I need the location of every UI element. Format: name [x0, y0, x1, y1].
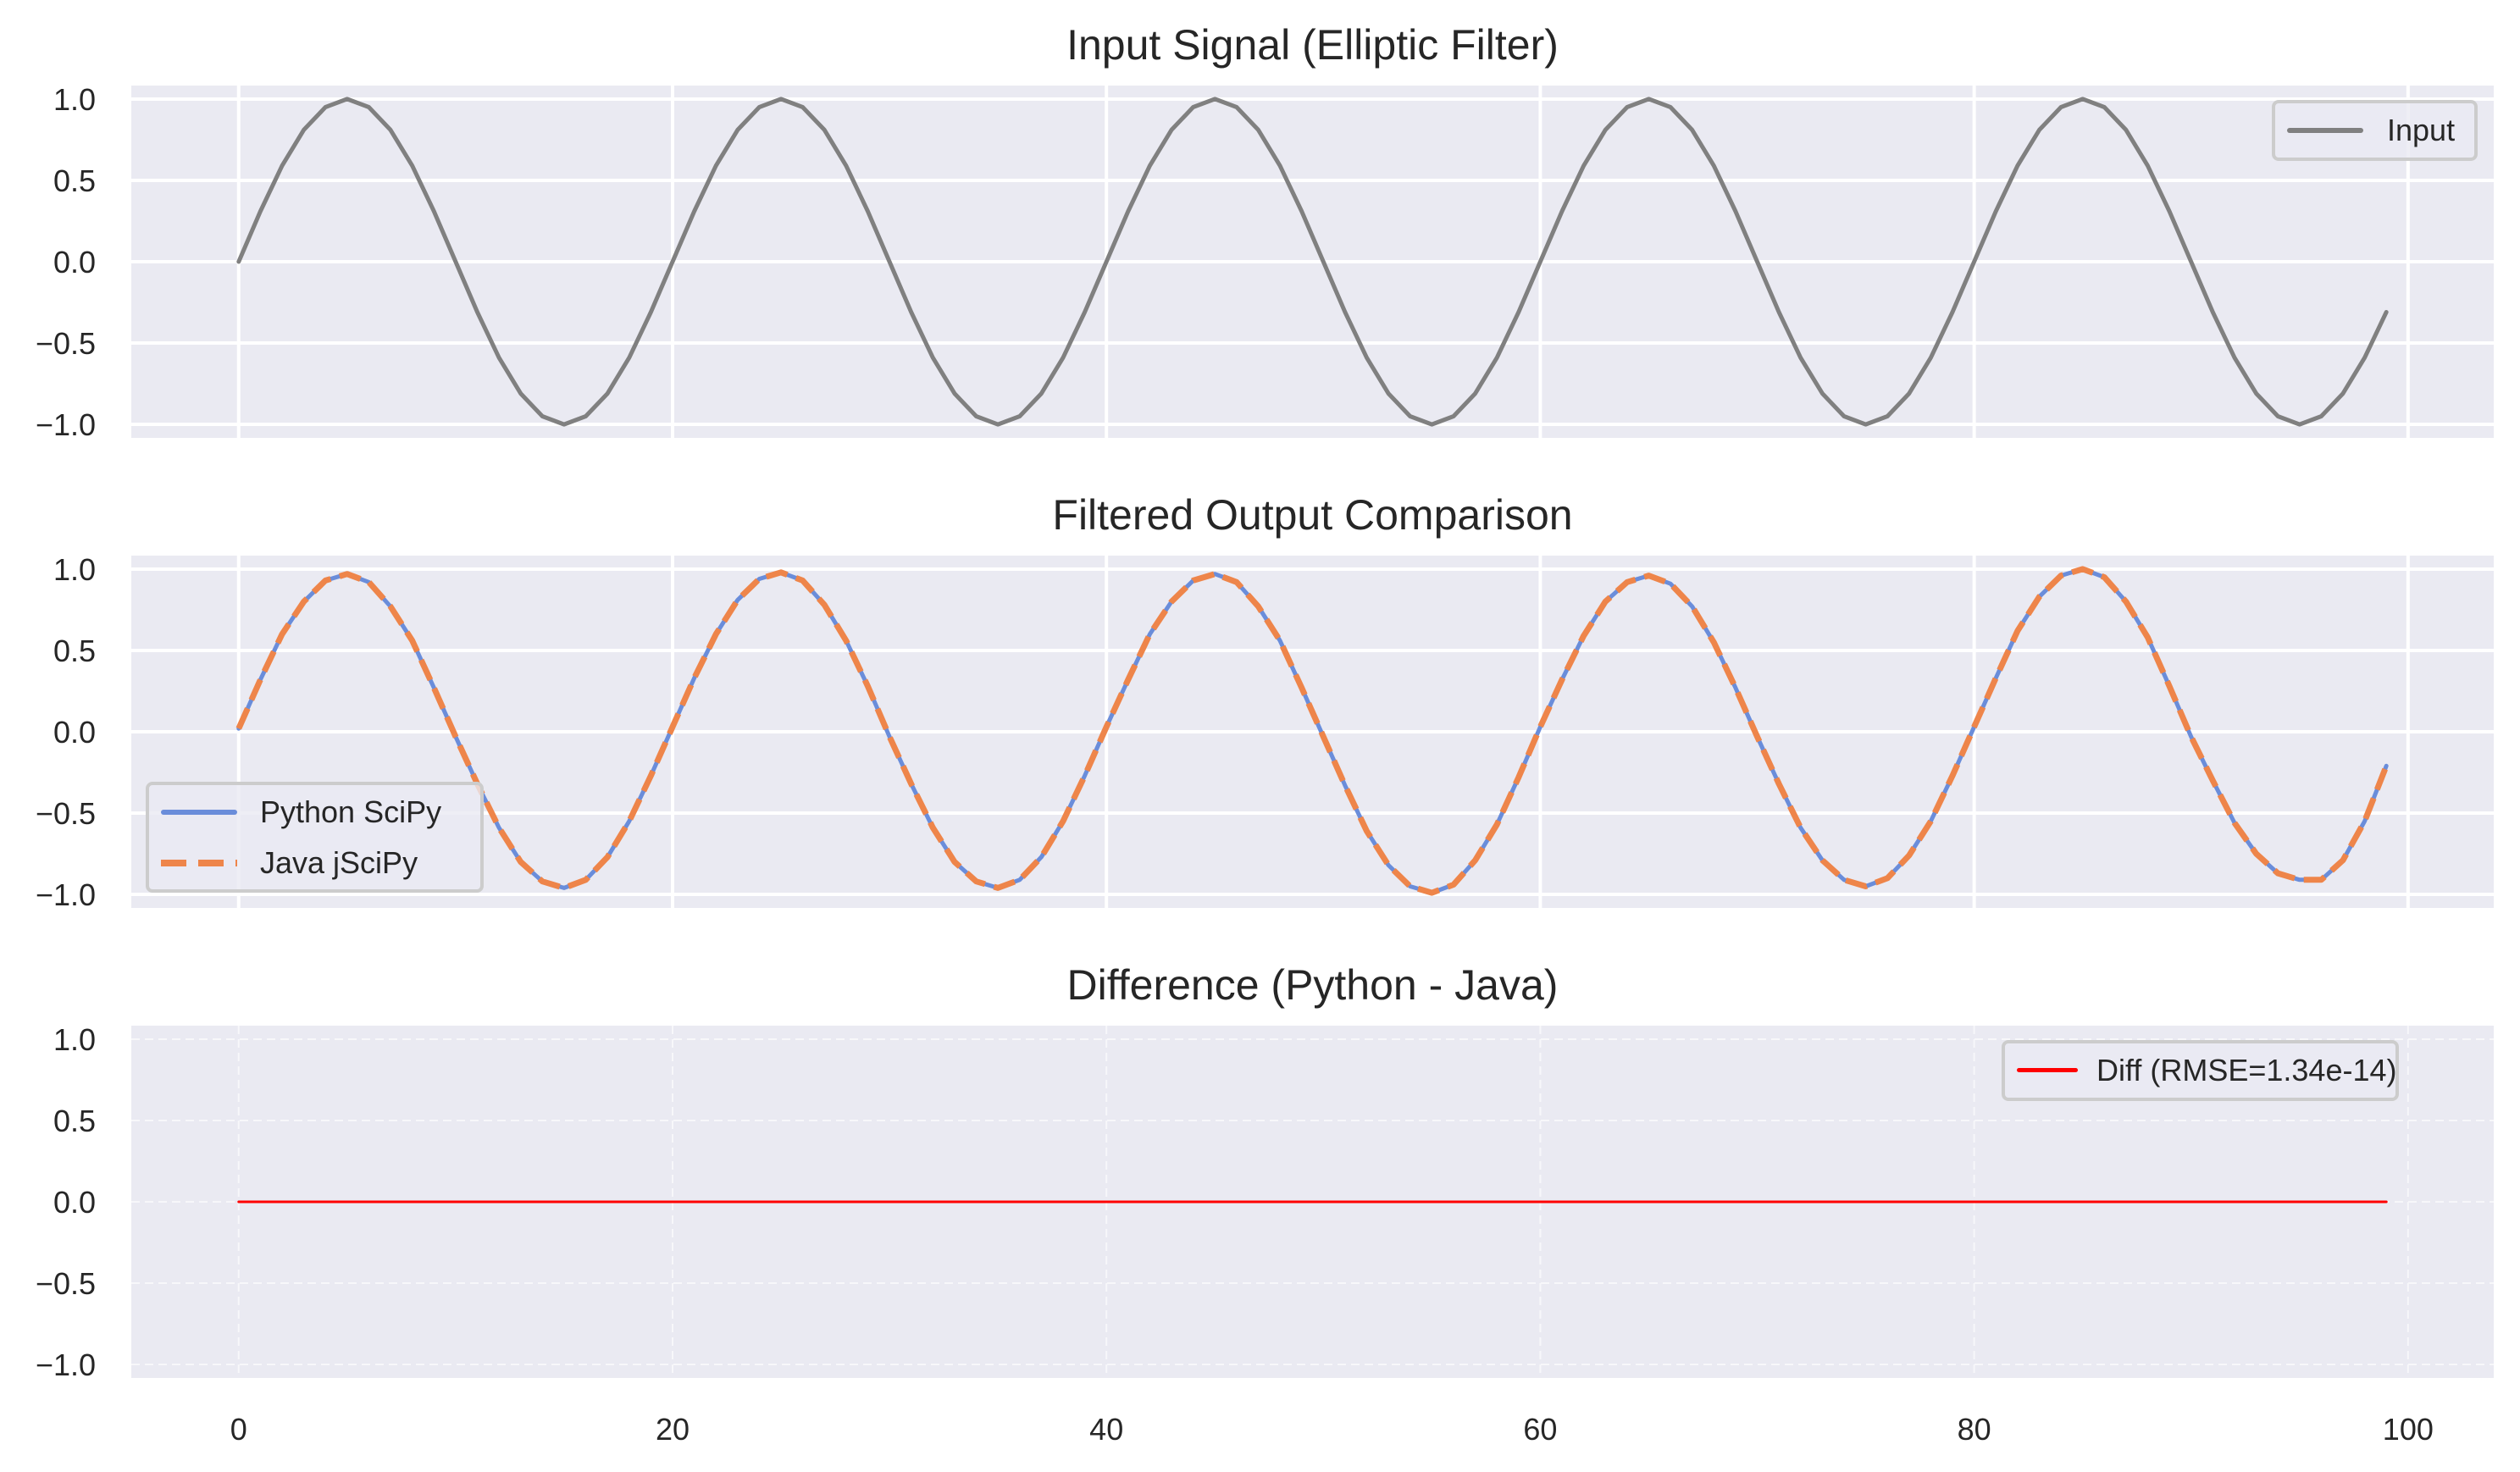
y-tick-label: 1.0 — [53, 552, 96, 587]
legend-label-diff: Diff (RMSE=1.34e-14) — [2096, 1053, 2397, 1087]
y-tick-label: 0.5 — [53, 634, 96, 668]
legend-dashed-line-icon — [161, 860, 237, 866]
x-tick-label: 40 — [1089, 1412, 1123, 1447]
y-tick-label: −1.0 — [36, 1347, 96, 1382]
legend-line-icon — [161, 810, 237, 815]
panel-title-difference: Difference (Python - Java) — [1066, 961, 1559, 1009]
y-tick-label: 0.5 — [53, 163, 96, 198]
legend-label-java-jscipy: Java jSciPy — [260, 845, 418, 880]
legend-label-python-scipy: Python SciPy — [260, 794, 442, 829]
x-tick-label: 60 — [1523, 1412, 1557, 1447]
y-tick-label: −0.5 — [36, 326, 96, 361]
legend-filtered-output: Python SciPy Java jSciPy — [146, 782, 484, 893]
y-tick-label: −0.5 — [36, 1266, 96, 1301]
legend-entry-input: Input — [2275, 105, 2474, 156]
filtered-output-axes: −1.0 −0.5 0.0 0.5 1.0 — [36, 552, 2494, 912]
y-tick-label: 1.0 — [53, 1022, 96, 1057]
y-tick-label: −1.0 — [36, 877, 96, 912]
legend-difference: Diff (RMSE=1.34e-14) — [2002, 1040, 2399, 1101]
legend-entry-java-jscipy: Java jSciPy — [149, 838, 480, 888]
legend-entry-python-scipy: Python SciPy — [149, 787, 480, 838]
x-tick-label: 100 — [2383, 1412, 2434, 1447]
input-signal-axes: −1.0 −0.5 0.0 0.5 1.0 — [36, 82, 2494, 442]
panel-title-input-signal: Input Signal (Elliptic Filter) — [1066, 21, 1559, 69]
legend-entry-diff: Diff (RMSE=1.34e-14) — [2005, 1045, 2397, 1096]
x-tick-label: 80 — [1958, 1412, 1991, 1447]
x-tick-label: 20 — [656, 1412, 690, 1447]
x-tick-label: 0 — [230, 1412, 247, 1447]
legend-line-icon — [2287, 128, 2363, 133]
y-tick-label: 1.0 — [53, 82, 96, 117]
series-line-java-jscipy — [235, 566, 2390, 896]
legend-input: Input — [2272, 100, 2478, 161]
y-tick-label: 0.0 — [53, 245, 96, 279]
y-tick-label: −0.5 — [36, 796, 96, 831]
panel-title-filtered-output: Filtered Output Comparison — [1052, 491, 1573, 539]
legend-line-icon — [2017, 1068, 2078, 1072]
y-tick-label: −1.0 — [36, 407, 96, 442]
y-tick-label: 0.5 — [53, 1104, 96, 1138]
legend-label-input: Input — [2387, 113, 2456, 147]
y-tick-label: 0.0 — [53, 715, 96, 750]
series-line-input — [236, 97, 2389, 427]
y-tick-label: 0.0 — [53, 1185, 96, 1220]
